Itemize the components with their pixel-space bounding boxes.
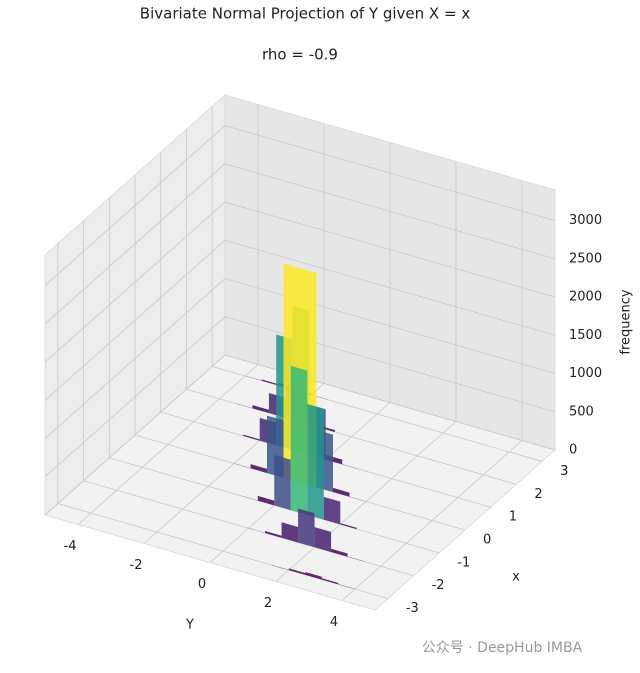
z-tick-label: 2000 [569, 290, 602, 305]
bar [347, 556, 365, 562]
grid-line [44, 163, 226, 325]
grid-line [224, 163, 556, 260]
bar [333, 487, 350, 497]
grid-line [44, 316, 226, 478]
bar [338, 584, 355, 590]
bar [340, 523, 357, 530]
chart-subtitle: rho = -0.9 [262, 46, 338, 64]
bar [334, 431, 352, 437]
chart-title: Bivariate Normal Projection of Y given X… [140, 5, 471, 23]
grid-line [44, 278, 226, 439]
x-axis-label: Y [185, 618, 194, 633]
bar [305, 571, 322, 580]
z-tick-label: 0 [569, 443, 577, 458]
bar [250, 464, 267, 473]
bar [321, 578, 339, 585]
bar [288, 568, 306, 575]
bar [243, 434, 260, 441]
x-tick-label: 0 [198, 577, 206, 592]
bar [307, 403, 324, 520]
y-axis-label: x [512, 570, 520, 585]
bar [245, 375, 262, 381]
z-tick-label: 1500 [569, 328, 602, 343]
bar [349, 496, 366, 502]
bar [234, 463, 251, 469]
bar [298, 508, 315, 548]
x-tick-label: -2 [130, 558, 143, 573]
y-tick-label: -1 [457, 555, 470, 570]
bar [257, 495, 275, 506]
bar [248, 528, 266, 533]
bar [265, 531, 282, 538]
y-tick-label: 0 [483, 533, 491, 548]
z-tick-label: 1000 [569, 366, 602, 381]
grid-line [44, 201, 226, 363]
grid-line [44, 239, 226, 401]
grid-line [224, 278, 556, 374]
bar [314, 527, 332, 552]
z-axis-label: frequency [619, 289, 634, 355]
bar [274, 455, 291, 511]
z-tick-label: 2500 [569, 251, 602, 266]
grid-line [212, 366, 543, 462]
x-tick-label: 2 [264, 596, 272, 611]
bar [261, 379, 279, 386]
grid-line [224, 201, 556, 298]
y-tick-label: -3 [406, 601, 419, 616]
bar [323, 496, 341, 525]
y-tick-label: 3 [560, 464, 568, 479]
bar [272, 565, 289, 571]
y-tick-label: -2 [432, 578, 445, 593]
y-tick-label: 1 [509, 510, 517, 525]
bar [290, 365, 308, 515]
grid-line [44, 354, 226, 516]
y-tick-label: 2 [534, 487, 542, 502]
grid-line [224, 316, 556, 413]
grid-line [186, 388, 517, 485]
x-tick-label: -4 [64, 539, 77, 554]
x-tick-label: 4 [330, 615, 338, 630]
bar [342, 464, 359, 470]
bar [252, 405, 269, 414]
z-tick-label: 3000 [569, 213, 602, 228]
bar [281, 522, 299, 543]
bar [331, 548, 348, 557]
bar [241, 495, 258, 501]
grid-line [44, 125, 226, 286]
watermark: 公众号 · DeepHub IMBA [422, 640, 583, 656]
grid-line [224, 239, 556, 336]
bar [235, 403, 253, 409]
grid-line [224, 125, 556, 221]
z-tick-label: 500 [569, 404, 594, 419]
